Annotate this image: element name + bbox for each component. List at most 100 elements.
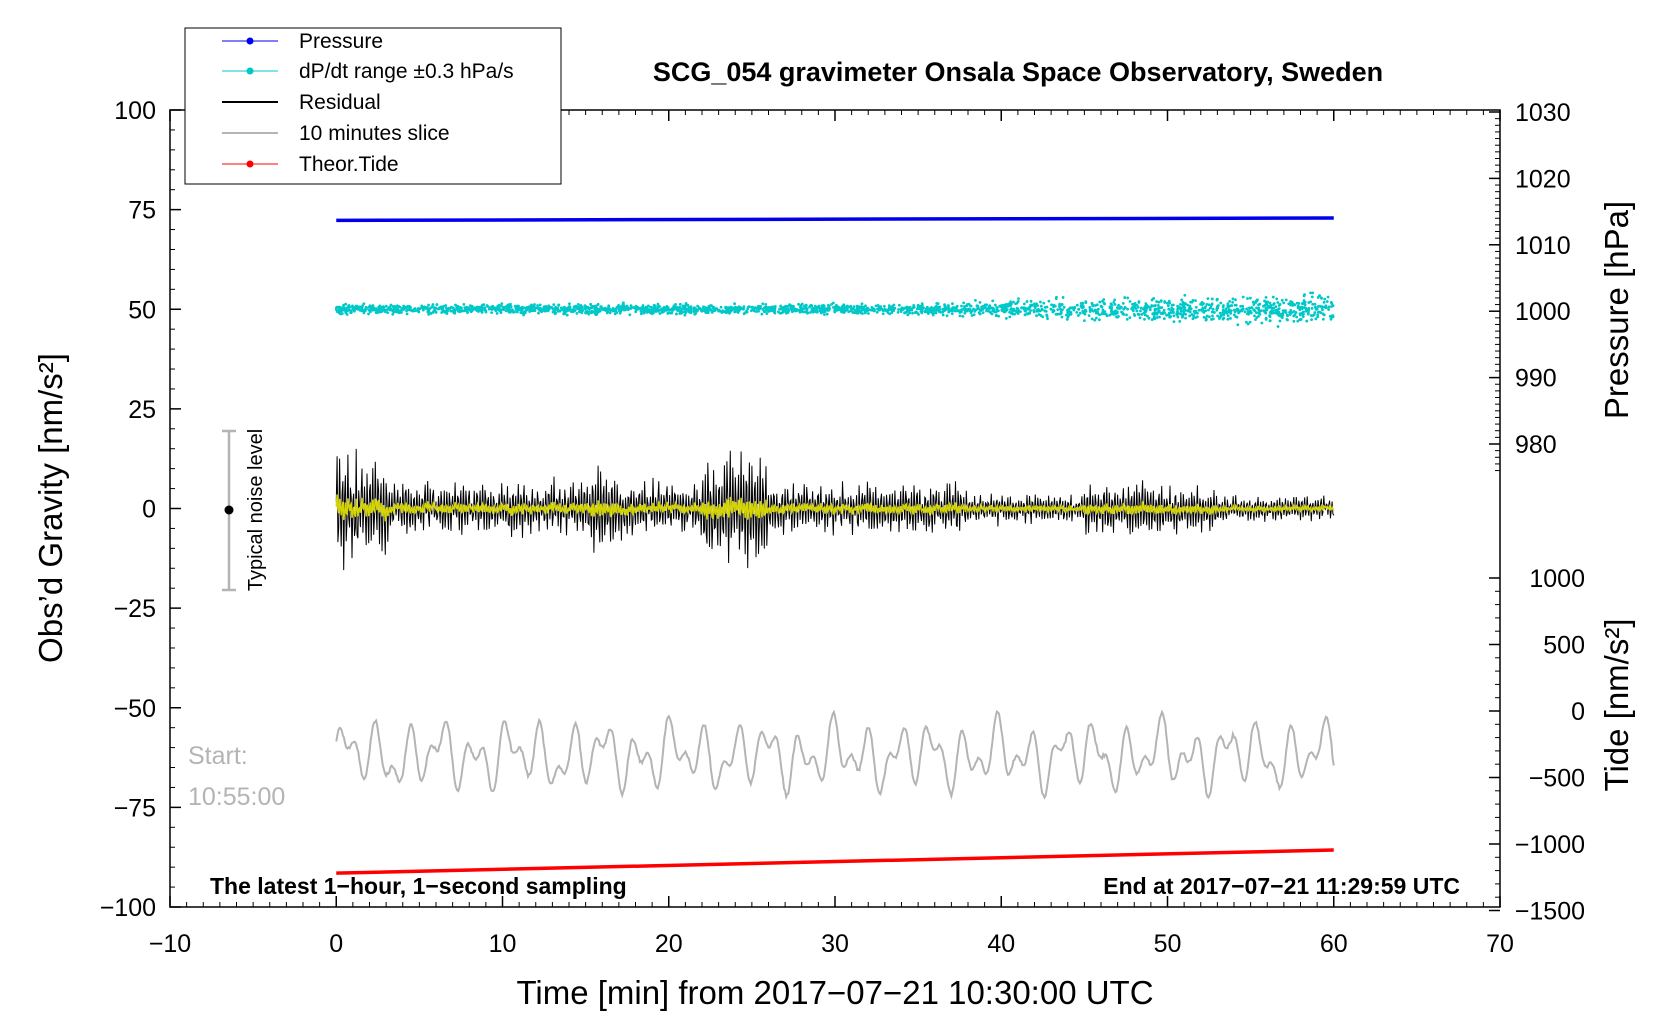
dpdt-point: [1013, 312, 1017, 316]
dpdt-point: [569, 310, 573, 313]
dpdt-point: [477, 310, 480, 313]
dpdt-point: [611, 309, 615, 313]
dpdt-point: [1069, 311, 1073, 314]
dpdt-point: [1312, 313, 1316, 317]
dpdt-point: [1314, 317, 1318, 321]
dpdt-point: [1305, 309, 1309, 312]
x-tick-label: 20: [655, 930, 683, 958]
dpdt-point: [959, 309, 962, 312]
dpdt-point: [488, 306, 492, 310]
dpdt-point: [669, 311, 672, 315]
dpdt-point: [505, 304, 509, 308]
dpdt-point: [567, 306, 571, 309]
dpdt-point: [1009, 304, 1013, 307]
dpdt-point: [454, 303, 457, 307]
dpdt-point: [495, 312, 499, 315]
dpdt-point: [1139, 306, 1143, 310]
dpdt-point: [934, 311, 938, 315]
x-tick-label: 0: [329, 930, 343, 958]
dpdt-point: [622, 301, 625, 305]
dpdt-point: [840, 307, 844, 310]
dpdt-point: [1264, 302, 1268, 306]
dpdt-point: [427, 312, 431, 316]
dpdt-point: [520, 309, 524, 312]
dpdt-point: [1008, 315, 1012, 319]
dpdt-point: [736, 310, 740, 314]
dpdt-point: [1105, 314, 1109, 318]
y-pressure-axis-label: Pressure [hPa]: [1598, 201, 1635, 419]
dpdt-point: [818, 307, 822, 310]
dpdt-point: [1179, 312, 1183, 316]
dpdt-point: [354, 307, 358, 311]
legend-entry-slice: 10 minutes slice: [222, 122, 450, 145]
dpdt-point: [381, 308, 385, 312]
dpdt-point: [435, 303, 439, 306]
dpdt-point: [619, 305, 623, 308]
dpdt-point: [513, 304, 517, 308]
dpdt-point: [803, 310, 807, 314]
dpdt-point: [1211, 307, 1215, 311]
dpdt-point: [1098, 318, 1101, 322]
dpdt-point: [1181, 300, 1185, 304]
dpdt-point: [1316, 313, 1320, 317]
dpdt-point: [658, 305, 662, 308]
dpdt-point: [1274, 305, 1278, 309]
dpdt-point: [1115, 306, 1119, 309]
dpdt-point: [599, 305, 603, 308]
dpdt-point: [877, 308, 881, 312]
dpdt-point: [1062, 305, 1066, 309]
dpdt-point: [576, 302, 580, 306]
dpdt-point: [1083, 310, 1086, 313]
dpdt-point: [890, 305, 894, 309]
dpdt-point: [1061, 296, 1065, 299]
dpdt-point: [458, 307, 462, 310]
dpdt-point: [676, 309, 679, 312]
dpdt-point: [1210, 297, 1214, 301]
dpdt-point: [849, 309, 853, 313]
dpdt-point: [1160, 306, 1164, 309]
dpdt-point: [615, 311, 619, 314]
dpdt-point: [751, 305, 754, 309]
dpdt-point: [912, 303, 916, 307]
dpdt-point: [793, 309, 797, 313]
dpdt-point: [1264, 296, 1268, 299]
dpdt-point: [1226, 302, 1230, 306]
dpdt-point: [1246, 297, 1249, 300]
dpdt-point: [1152, 313, 1156, 317]
dpdt-point: [968, 304, 972, 308]
dpdt-point: [494, 309, 498, 313]
dpdt-point: [1190, 313, 1194, 316]
dpdt-point: [1271, 295, 1275, 299]
dpdt-point: [1258, 312, 1262, 316]
dpdt-point: [1229, 317, 1232, 320]
dpdt-point: [800, 309, 804, 313]
dpdt-point: [1226, 305, 1230, 309]
dpdt-point: [1012, 300, 1015, 304]
dpdt-point: [710, 304, 713, 308]
dpdt-point: [760, 312, 764, 316]
dpdt-point: [980, 305, 983, 309]
dpdt-point: [1331, 315, 1335, 319]
dpdt-point: [1058, 302, 1062, 306]
dpdt-point: [1298, 306, 1302, 309]
dpdt-point: [1191, 317, 1195, 321]
y-tide-tick-label: 0: [1571, 698, 1585, 726]
dpdt-point: [1275, 297, 1279, 301]
dpdt-point: [1140, 313, 1144, 316]
dpdt-point: [456, 307, 459, 311]
dpdt-point: [759, 306, 762, 310]
dpdt-point: [890, 308, 894, 312]
dpdt-point: [899, 310, 903, 314]
dpdt-point: [363, 309, 367, 313]
dpdt-point: [1184, 308, 1188, 312]
dpdt-point: [1040, 308, 1044, 311]
dpdt-point: [823, 313, 826, 316]
dpdt-point: [985, 307, 989, 311]
dpdt-point: [446, 308, 450, 311]
dpdt-point: [1011, 310, 1015, 313]
dpdt-point: [781, 305, 785, 309]
dpdt-point: [820, 308, 824, 312]
dpdt-point: [444, 304, 448, 307]
dpdt-point: [438, 306, 441, 310]
start-label: Start:: [188, 742, 248, 770]
